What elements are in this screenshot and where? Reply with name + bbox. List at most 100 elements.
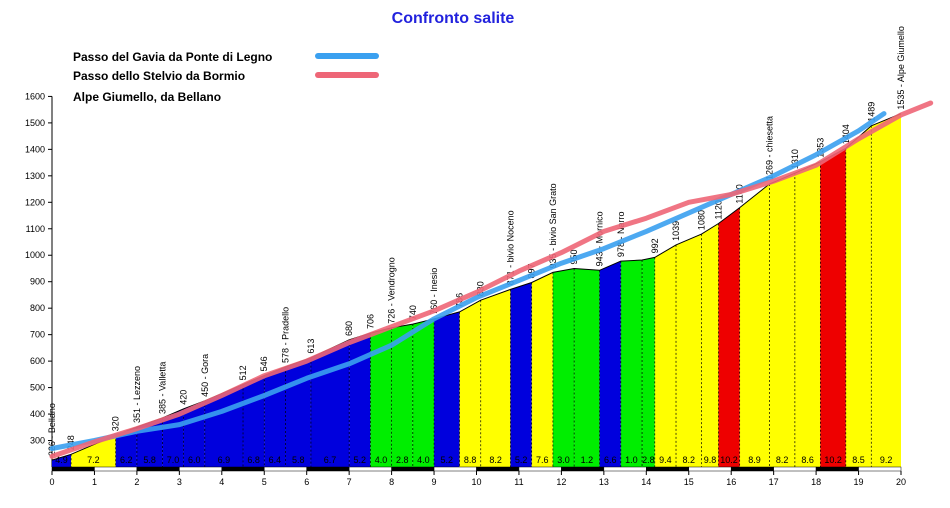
x-tick-label: 2 (134, 477, 139, 487)
altitude-label: 546 (259, 356, 269, 371)
gradient-label: 6.4 (269, 455, 282, 465)
profile-segment-yellow (676, 234, 702, 467)
legend-label-stelvio: Passo dello Stelvio da Bormio (73, 69, 245, 83)
altitude-label: 1310 (790, 149, 800, 169)
profile-segment-green (412, 318, 435, 467)
altitude-label: 512 (238, 365, 248, 380)
gradient-label: 10.2 (720, 455, 738, 465)
x-tick-label: 17 (769, 477, 779, 487)
gradient-label: 1.2 (581, 455, 594, 465)
y-tick-label: 600 (30, 356, 45, 366)
altitude-label: 992 (650, 238, 660, 253)
profile-segment-yellow (654, 244, 677, 467)
altitude-label: 1353 (815, 138, 825, 158)
gradient-label: 2.8 (642, 455, 655, 465)
profile-segment-yellow (769, 173, 795, 467)
gradient-label: 8.2 (489, 455, 502, 465)
km-scale-block (646, 466, 689, 472)
profile-segment-blue (510, 282, 532, 467)
profile-segment-blue (349, 333, 371, 467)
gradient-label: 7.6 (536, 455, 549, 465)
x-tick-label: 4 (219, 477, 224, 487)
altitude-label: 1120 (713, 200, 723, 219)
profile-segment-yellow (794, 161, 821, 468)
y-tick-label: 700 (30, 330, 45, 340)
plot-area: 3004005006007008009001000110012001300140… (25, 26, 934, 487)
gradient-label: 4.0 (417, 455, 430, 465)
y-tick-label: 1300 (25, 171, 45, 181)
km-scale-block (815, 466, 859, 472)
km-scale-block (688, 466, 732, 472)
gradient-label: 7.2 (87, 455, 100, 465)
gradient-label: 5.2 (515, 455, 528, 465)
y-tick-label: 300 (30, 436, 45, 446)
y-tick-label: 1500 (25, 118, 45, 128)
altitude-label: 740 (408, 305, 418, 320)
y-tick-label: 800 (30, 303, 45, 313)
gradient-label: 4.9 (55, 455, 68, 465)
altitude-label: 935 - bivio San Grato (548, 183, 558, 268)
km-scale-block (136, 466, 180, 472)
altitude-label: 351 - Lezzeno (132, 366, 142, 423)
x-tick-label: 20 (896, 477, 906, 487)
km-scale-block (773, 466, 817, 472)
gradient-label: 5.8 (292, 455, 305, 465)
profile-segment-blue (264, 366, 286, 467)
gradient-label: 5.8 (143, 455, 156, 465)
legend: Passo del Gavia da Ponte di Legno Passo … (73, 50, 379, 104)
altitude-label: 385 - Valletta (157, 362, 167, 414)
altitude-label: 1489 (866, 102, 876, 122)
profile-segment-green (552, 268, 575, 467)
y-tick-label: 1100 (26, 224, 45, 234)
profile-segment-yellow (701, 223, 719, 467)
gradient-label: 3.0 (557, 455, 570, 465)
legend-label-giumello: Alpe Giumello, da Bellano (73, 90, 221, 104)
x-tick-label: 13 (599, 477, 609, 487)
gradient-label: 1.0 (625, 455, 638, 465)
km-scale-block (476, 466, 520, 472)
gradient-label: 6.9 (218, 455, 231, 465)
x-tick-label: 6 (304, 477, 309, 487)
profile-segment-red (718, 207, 740, 467)
altitude-label: 1535 - Alpe Giumello (896, 26, 906, 110)
x-tick-label: 14 (641, 477, 651, 487)
km-scale-block (391, 466, 435, 472)
gradient-label: 8.2 (682, 455, 695, 465)
altitude-label: 1080 (696, 210, 706, 230)
gradient-label: 8.9 (748, 455, 761, 465)
x-tick-label: 12 (556, 477, 566, 487)
altitude-label: 450 - Gora (200, 354, 210, 397)
y-tick-label: 900 (30, 277, 45, 287)
altitude-label: 578 - Pradello (280, 307, 290, 363)
y-tick-label: 1000 (25, 250, 45, 260)
y-tick-label: 500 (30, 383, 45, 393)
km-scale-block (730, 466, 774, 472)
gradient-label: 8.8 (464, 455, 477, 465)
y-tick-label: 1200 (25, 197, 45, 207)
profile-segment-yellow (480, 289, 511, 467)
gradient-label: 6.6 (604, 455, 617, 465)
km-scale-block (51, 466, 95, 472)
series-line-stelvio (49, 100, 934, 459)
profile-segment-yellow (459, 300, 481, 467)
altitude-label: 226 - Bellano (47, 403, 57, 456)
y-tick-label: 1400 (25, 144, 45, 154)
profile-segment-yellow (845, 125, 872, 468)
gradient-label: 6.8 (247, 455, 260, 465)
km-scale-block (561, 466, 605, 472)
chart-title: Confronto salite (392, 10, 515, 27)
x-tick-label: 8 (389, 477, 394, 487)
km-scale-block (518, 466, 562, 472)
km-scale-block (306, 466, 350, 472)
altitude-label: 726 - Vendrogno (387, 257, 397, 324)
altitude-label: 680 (344, 321, 354, 336)
profile-segment-blue (52, 454, 72, 467)
gradient-label: 5.2 (441, 455, 454, 465)
x-tick-label: 16 (726, 477, 736, 487)
profile-segment-red (820, 148, 846, 468)
km-scale-block (179, 466, 223, 472)
profile-segment-blue (434, 311, 460, 467)
altitude-label: 978 - Narro (616, 212, 626, 258)
profile-segment-yellow (871, 113, 901, 467)
